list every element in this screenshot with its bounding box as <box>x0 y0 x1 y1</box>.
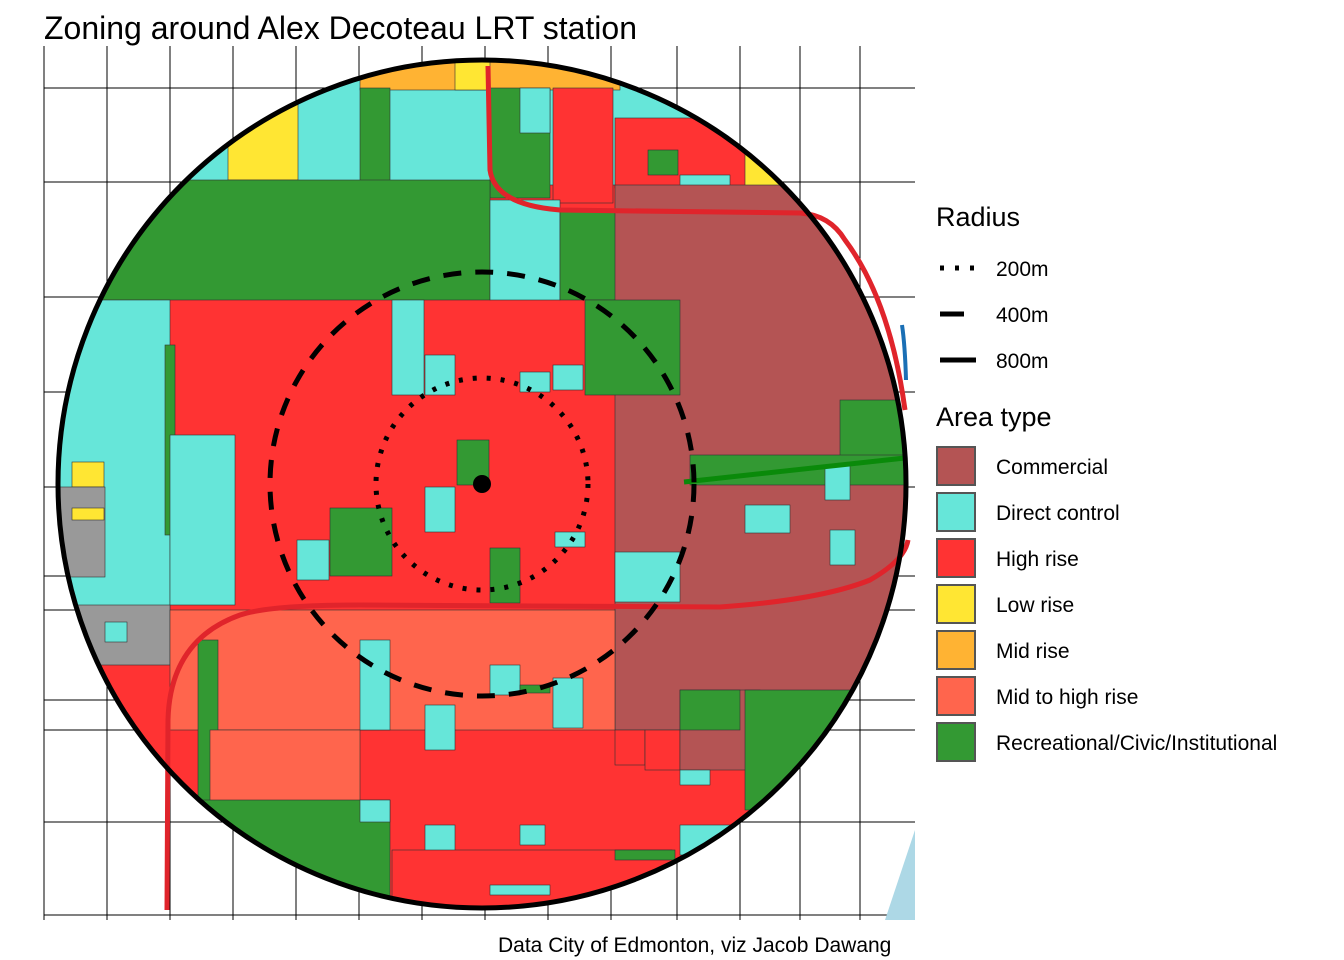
zoning-parcel <box>552 364 584 391</box>
zoning-parcel <box>519 824 546 846</box>
radius-800m <box>55 57 909 911</box>
river <box>885 830 915 920</box>
zoning-parcel <box>519 684 551 694</box>
zoning-parcel <box>614 849 676 861</box>
legend-area-label: Mid rise <box>996 640 1070 663</box>
legend-swatch <box>936 446 976 486</box>
zoning-parcel <box>57 799 391 909</box>
zoning-parcel <box>489 547 521 604</box>
zoning-parcel <box>71 507 105 521</box>
zoning-parcel <box>552 677 584 729</box>
legend-swatch <box>936 676 976 716</box>
legend-radius-keys <box>940 265 976 363</box>
legend-area-label: Recreational/Civic/Institutional <box>996 732 1278 755</box>
transit-lines <box>164 65 911 911</box>
zoning-parcel <box>169 609 616 731</box>
zoning-parcel <box>744 689 906 811</box>
legend-area-label: High rise <box>996 548 1079 571</box>
zoning-parcel <box>679 769 711 786</box>
zoning-parcel <box>71 461 105 488</box>
legend-swatch <box>936 722 976 762</box>
zoning-parcel <box>644 729 681 771</box>
zoning-parcel <box>744 504 791 534</box>
legend-radius-label: 200m <box>996 258 1049 281</box>
zoning-parcel <box>739 149 781 191</box>
zoning-parcel <box>647 149 679 176</box>
legend-area-label: Commercial <box>996 456 1109 479</box>
zoning-parcel <box>679 689 741 731</box>
zoning-parcel <box>359 799 391 823</box>
legend-radius-label: 800m <box>996 350 1049 373</box>
legend-area-label: Low rise <box>996 594 1075 617</box>
zoning-parcel <box>489 884 551 896</box>
zoning-parcel <box>829 529 856 566</box>
legend-area-label: Direct control <box>996 502 1120 525</box>
zoning-parcel <box>519 371 551 393</box>
station-marker <box>473 475 491 493</box>
zoning-parcel <box>424 704 456 751</box>
zoning-parcel <box>552 87 614 204</box>
legend-radius-label: 400m <box>996 304 1049 327</box>
map-title: Zoning around Alex Decoteau LRT station <box>44 10 637 46</box>
lrt-line <box>164 539 911 911</box>
zoning-parcel <box>519 87 551 134</box>
zoning-parcel <box>359 639 391 731</box>
blue-line <box>900 324 908 381</box>
legend-area-title: Area type <box>936 402 1052 432</box>
zoning-parcel <box>424 354 456 396</box>
zoning-parcel <box>614 729 646 766</box>
radius-400m <box>267 269 697 699</box>
green-line <box>683 455 906 485</box>
zoning-parcel <box>424 486 456 533</box>
zoning-parcel <box>169 434 236 606</box>
zoning-parcel <box>839 399 907 461</box>
zoning-parcel <box>489 664 521 696</box>
legend-swatch <box>936 630 976 670</box>
legend-swatch <box>936 584 976 624</box>
zoning-parcel <box>391 299 425 396</box>
legend-swatch <box>936 538 976 578</box>
zoning-parcel <box>104 621 128 643</box>
zoning-parcel <box>614 551 681 603</box>
zoning-map <box>43 46 915 920</box>
zoning-parcel <box>296 539 330 581</box>
map-caption: Data City of Edmonton, viz Jacob Dawang <box>498 934 892 957</box>
legend-swatch <box>936 492 976 532</box>
zoning-parcel <box>824 464 851 501</box>
zoning-parcel <box>359 87 391 184</box>
legend-area-label: Mid to high rise <box>996 686 1139 709</box>
lrt-line <box>485 65 908 411</box>
legend-radius-title: Radius <box>936 202 1021 232</box>
zoning-parcel <box>454 59 491 91</box>
radius-200m <box>373 375 591 593</box>
